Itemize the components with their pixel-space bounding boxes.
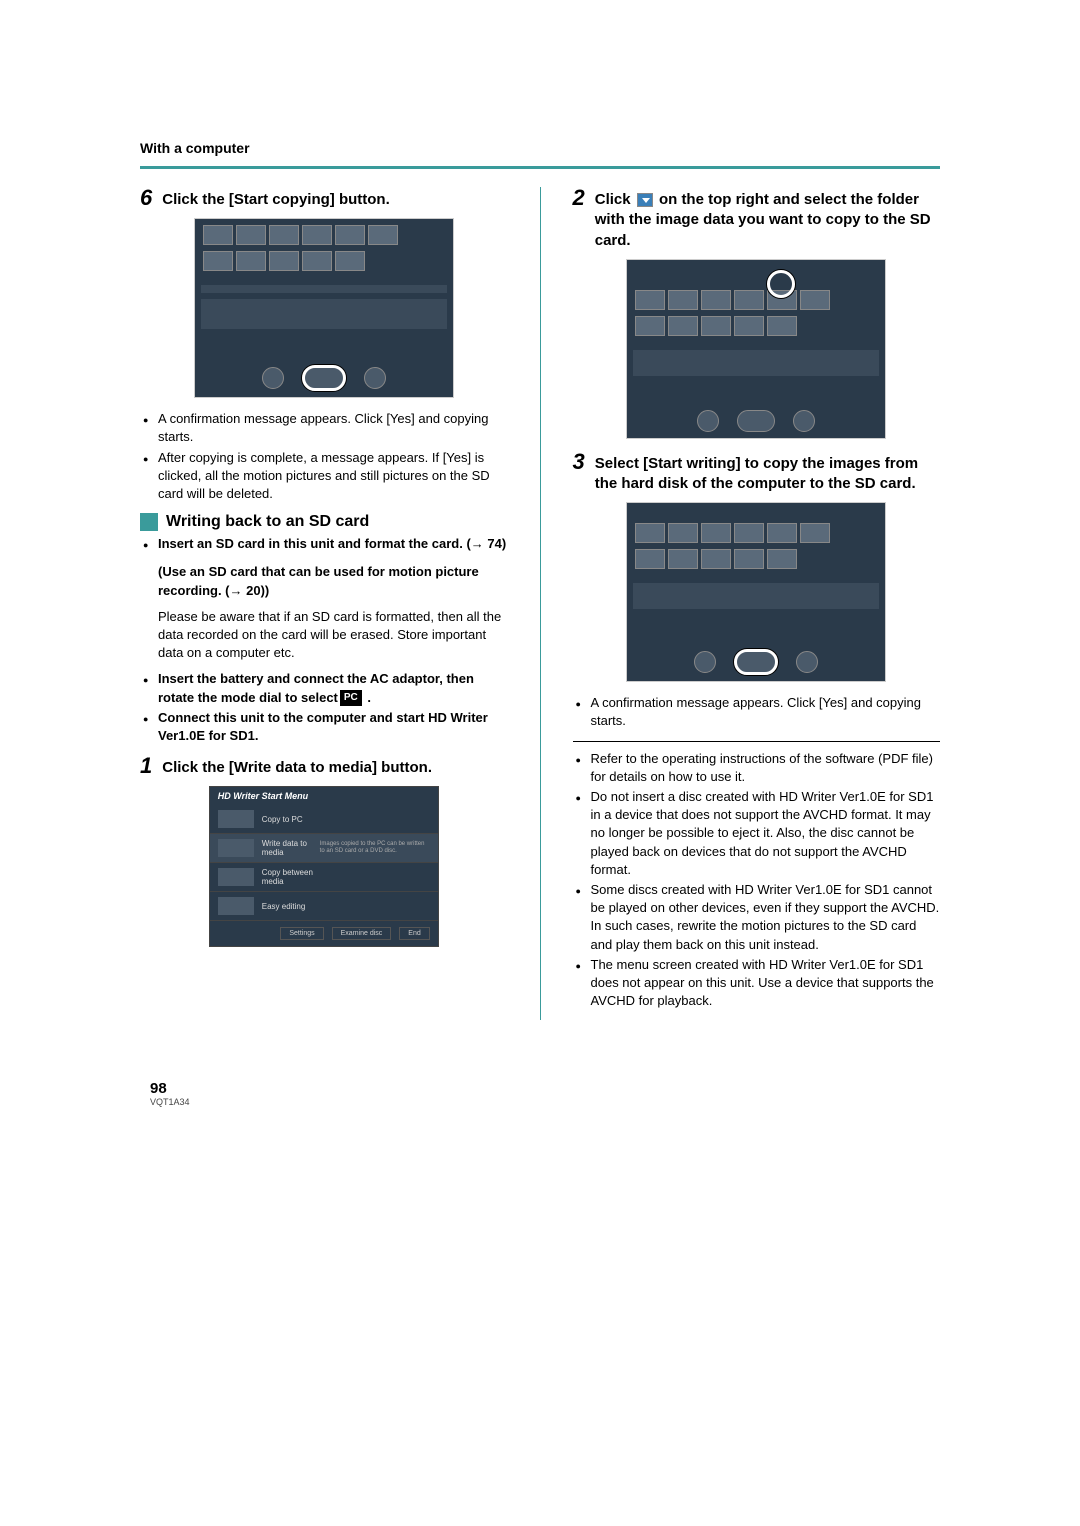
start-menu-title: HD Writer Start Menu <box>210 787 438 805</box>
bullet-item: After copying is complete, a message app… <box>158 449 508 504</box>
bullet-item: A confirmation message appears. Click [Y… <box>591 694 941 730</box>
sd-connect-bullets: Insert the battery and connect the AC ad… <box>140 670 508 745</box>
separator-rule <box>573 741 941 742</box>
sd-insert-bullets: Insert an SD card in this unit and forma… <box>140 535 508 553</box>
confirmation-bullets-right: A confirmation message appears. Click [Y… <box>573 694 941 730</box>
screenshot-select-folder <box>626 259 886 439</box>
page-number: 98 <box>150 1080 940 1097</box>
step-text: Select [Start writing] to copy the image… <box>595 454 940 495</box>
confirmation-bullets: A confirmation message appears. Click [Y… <box>140 410 508 503</box>
bullet-item: Some discs created with HD Writer Ver1.0… <box>591 881 941 954</box>
section-header: With a computer <box>140 140 940 156</box>
notes-bullets: Refer to the operating instructions of t… <box>573 750 941 1011</box>
start-copying-highlight <box>302 365 346 391</box>
menu-row-highlighted: Write data to media Images copied to the… <box>210 834 438 863</box>
column-divider <box>540 187 541 1020</box>
left-column: 6 Click the [Start copying] button. <box>140 187 508 1020</box>
step-6: 6 Click the [Start copying] button. <box>140 187 508 210</box>
screenshot-start-writing <box>626 502 886 682</box>
end-btn: End <box>399 927 429 940</box>
bullet-item: Do not insert a disc created with HD Wri… <box>591 788 941 879</box>
settings-btn: Settings <box>280 927 323 940</box>
step-text: Click the [Start copying] button. <box>162 190 390 210</box>
easy-editing-icon <box>218 897 254 915</box>
write-data-icon <box>218 839 254 857</box>
bullet-item: Insert the battery and connect the AC ad… <box>158 670 508 706</box>
step-number: 2 <box>573 187 585 209</box>
step-number: 3 <box>573 451 585 473</box>
dropdown-arrow-icon <box>637 193 653 207</box>
section-title: Writing back to an SD card <box>166 513 369 531</box>
section-marker-icon <box>140 513 158 531</box>
step-text: Click on the top right and select the fo… <box>595 190 940 251</box>
two-column-layout: 6 Click the [Start copying] button. <box>140 187 940 1020</box>
copy-between-icon <box>218 868 254 886</box>
copy-to-pc-icon <box>218 810 254 828</box>
right-column: 2 Click on the top right and select the … <box>573 187 941 1020</box>
menu-row: Easy editing <box>210 892 438 921</box>
examine-btn: Examine disc <box>332 927 392 940</box>
step-text: Click the [Write data to media] button. <box>162 758 432 778</box>
bullet-item: Refer to the operating instructions of t… <box>591 750 941 786</box>
pc-mode-icon: PC <box>340 690 362 706</box>
subsection-heading: Writing back to an SD card <box>140 513 508 531</box>
bullet-item: Insert an SD card in this unit and forma… <box>158 535 508 553</box>
bullet-item: A confirmation message appears. Click [Y… <box>158 410 508 446</box>
step-number: 6 <box>140 187 152 209</box>
page-footer: 98 VQT1A34 <box>140 1080 940 1107</box>
sd-note-regular: Please be aware that if an SD card is fo… <box>140 608 508 663</box>
manual-page: With a computer 6 Click the [Start copyi… <box>0 0 1080 1167</box>
step-3: 3 Select [Start writing] to copy the ima… <box>573 451 941 495</box>
sd-note-bold: (Use an SD card that can be used for mot… <box>140 563 508 599</box>
step-2: 2 Click on the top right and select the … <box>573 187 941 251</box>
document-code: VQT1A34 <box>150 1097 940 1107</box>
menu-row: Copy to PC <box>210 805 438 834</box>
step-1: 1 Click the [Write data to media] button… <box>140 755 508 778</box>
folder-dropdown-highlight <box>767 270 795 298</box>
bullet-item: The menu screen created with HD Writer V… <box>591 956 941 1011</box>
header-rule <box>140 166 940 169</box>
screenshot-copy-to-pc <box>194 218 454 398</box>
step-number: 1 <box>140 755 152 777</box>
bullet-item: Connect this unit to the computer and st… <box>158 709 508 745</box>
screenshot-start-menu: HD Writer Start Menu Copy to PC Write da… <box>209 786 439 947</box>
menu-row: Copy between media <box>210 863 438 892</box>
start-writing-highlight <box>734 649 778 675</box>
